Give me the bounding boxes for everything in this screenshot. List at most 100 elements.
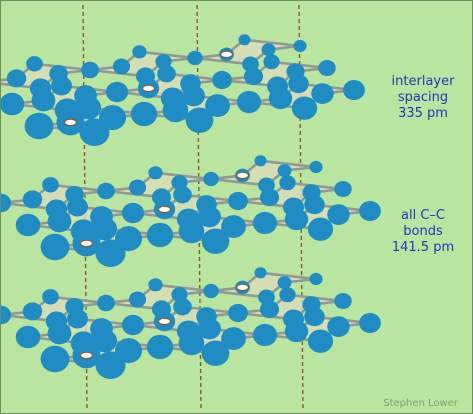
axis-marker xyxy=(79,239,94,248)
carbon-atom xyxy=(15,325,41,349)
carbon-atom xyxy=(178,219,205,244)
carbon-atom xyxy=(263,54,280,70)
carbon-atom xyxy=(121,314,145,336)
carbon-atom xyxy=(252,211,278,235)
bonds-caption-line2: bonds xyxy=(403,224,443,239)
carbon-atom xyxy=(284,208,309,231)
interlayer-spacing-caption: interlayer spacing 335 pm xyxy=(379,74,467,122)
carbon-atom xyxy=(22,302,43,321)
carbon-atom xyxy=(51,76,72,96)
bond-length-caption: all C–C bonds 141.5 pm xyxy=(379,208,467,256)
carbon-atom xyxy=(279,287,296,303)
cc-bond xyxy=(155,283,212,293)
carbon-atom xyxy=(75,96,102,120)
carbon-atom xyxy=(40,233,70,261)
carbon-atom xyxy=(254,267,267,279)
carbon-atom xyxy=(259,300,280,319)
carbon-atom xyxy=(91,329,118,353)
carbon-atom xyxy=(157,65,176,83)
cc-bond xyxy=(260,271,317,281)
carbon-atom xyxy=(31,89,56,112)
carbon-atom xyxy=(268,87,293,110)
carbon-atom xyxy=(252,323,278,347)
carbon-atom xyxy=(198,206,221,228)
carbon-atom xyxy=(203,283,219,299)
image-credit: Stephen Lower xyxy=(383,398,458,409)
carbon-atom xyxy=(221,215,246,239)
carbon-atom xyxy=(254,155,267,167)
carbon-atom xyxy=(47,322,72,345)
carbon-atom xyxy=(15,213,41,237)
spacing-caption-line1: interlayer xyxy=(391,74,455,89)
carbon-atom xyxy=(185,107,214,133)
carbon-atom xyxy=(178,331,205,356)
carbon-atom xyxy=(228,191,248,211)
cc-bond xyxy=(210,289,267,299)
carbon-atom xyxy=(187,50,203,66)
carbon-atom xyxy=(359,312,381,334)
graphene-layer-2 xyxy=(1,155,381,267)
carbon-atom xyxy=(22,190,43,209)
carbon-atom xyxy=(327,204,350,225)
carbon-atom xyxy=(277,164,292,177)
carbon-atom xyxy=(40,345,70,373)
axis-marker xyxy=(235,171,250,180)
spacing-caption-line2: spacing xyxy=(397,90,449,105)
bonds-caption-value: 141.5 pm xyxy=(391,240,455,255)
axis-marker xyxy=(157,205,172,214)
carbon-atom xyxy=(304,195,325,215)
carbon-atom xyxy=(47,210,72,233)
carbon-atom xyxy=(236,90,262,114)
carbon-atom xyxy=(291,96,318,120)
cc-bond xyxy=(210,177,267,187)
carbon-atom xyxy=(6,69,27,88)
graphene-layer-1 xyxy=(1,34,365,146)
carbon-atom xyxy=(1,92,25,116)
carbon-atom xyxy=(309,160,323,174)
carbon-atom xyxy=(203,171,219,187)
carbon-atom xyxy=(146,334,174,360)
carbon-atom xyxy=(173,186,192,204)
carbon-atom xyxy=(1,193,12,213)
cc-bond xyxy=(155,171,212,181)
carbon-atom xyxy=(1,305,12,325)
carbon-atom xyxy=(288,74,309,94)
carbon-atom xyxy=(243,67,264,86)
carbon-atom xyxy=(97,182,115,200)
carbon-atom xyxy=(228,303,248,323)
carbon-atom xyxy=(307,217,334,241)
carbon-atom xyxy=(128,291,147,308)
axis-marker xyxy=(79,351,94,360)
carbon-atom xyxy=(97,294,115,312)
carbon-atom xyxy=(284,320,309,343)
carbon-atom xyxy=(26,56,43,72)
carbon-atom xyxy=(293,39,307,53)
carbon-atom xyxy=(148,166,163,180)
carbon-atom xyxy=(259,188,280,207)
carbon-atom xyxy=(121,202,145,224)
carbon-atom xyxy=(261,43,276,56)
carbon-atom xyxy=(128,179,147,196)
carbon-atom xyxy=(42,289,59,305)
carbon-atom xyxy=(95,239,126,267)
carbon-atom xyxy=(182,85,205,107)
carbon-atom xyxy=(95,351,126,380)
carbon-atom xyxy=(112,58,131,75)
carbon-atom xyxy=(146,222,174,248)
carbon-atom xyxy=(311,83,334,104)
carbon-atom xyxy=(81,61,99,79)
axis-marker xyxy=(235,283,250,292)
bonds-caption-line1: all C–C xyxy=(401,208,445,223)
carbon-atom xyxy=(277,276,292,289)
axis-marker xyxy=(63,118,78,127)
cc-bond xyxy=(194,56,251,66)
cc-bond xyxy=(260,159,317,169)
carbon-atom xyxy=(201,340,230,366)
carbon-atom xyxy=(24,112,54,140)
cc-bond xyxy=(244,38,301,48)
carbon-atom xyxy=(343,79,365,101)
cc-bond xyxy=(139,50,196,60)
carbon-atom xyxy=(148,278,163,292)
carbon-atom xyxy=(212,70,232,90)
